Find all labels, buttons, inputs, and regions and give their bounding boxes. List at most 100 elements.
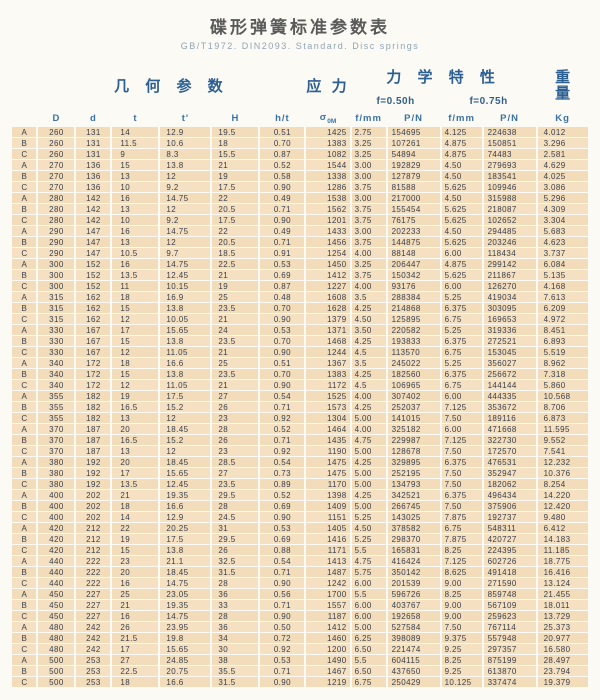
table-cell: 12.9 [160, 512, 211, 522]
table-cell: 28.497 [537, 655, 588, 665]
table-cell: 340 [38, 369, 75, 379]
table-cell: 4.5 [351, 380, 386, 390]
table-cell: 3.75 [351, 182, 386, 192]
table-cell: 9.375 [441, 633, 482, 643]
table-cell: 14.75 [160, 259, 211, 269]
table-cell: 260 [38, 127, 75, 137]
table-cell: 315988 [483, 193, 536, 203]
table-cell: 1151 [306, 512, 350, 522]
table-cell: 21.1 [160, 556, 211, 566]
table-cell: 0.69 [260, 270, 305, 280]
table-cell: 0.90 [260, 215, 305, 225]
table-cell: 18 [112, 677, 159, 687]
table-cell: 1398 [306, 490, 350, 500]
table-cell: 4.25 [351, 369, 386, 379]
table-cell: 20.5 [212, 204, 259, 214]
table-cell: 0.52 [260, 424, 305, 434]
table-cell: C [12, 545, 37, 555]
table-cell: 11.595 [537, 424, 588, 434]
table-cell: 400 [38, 512, 75, 522]
table-cell: 17.5 [212, 182, 259, 192]
table-cell: 1700 [306, 589, 350, 599]
table-row: B 440 222 20 18.45 31.5 0.71 1487 5.75 350142 8.62… [12, 567, 588, 577]
table-cell: 398089 [387, 633, 440, 643]
table-cell: 26 [212, 402, 259, 412]
table-cell: 1544 [306, 160, 350, 170]
table-cell: 16 [112, 193, 159, 203]
table-cell: A [12, 523, 37, 533]
table-cell: 290 [38, 248, 75, 258]
table-cell: 10.6 [160, 138, 211, 148]
table-cell: 141015 [387, 413, 440, 423]
table-cell: 6.375 [441, 369, 482, 379]
table-cell: 15.65 [160, 468, 211, 478]
table-cell: 144144 [483, 380, 536, 390]
table-cell: B [12, 204, 37, 214]
table-cell: 5.00 [351, 479, 386, 489]
header-geometry: 几 何 参 数 [114, 78, 229, 95]
table-cell: C [12, 644, 37, 654]
table-cell: 4.012 [537, 127, 588, 137]
table-cell: 12.232 [537, 457, 588, 467]
table-cell: 1467 [306, 666, 350, 676]
table-cell: 14.220 [537, 490, 588, 500]
table-cell: 0.72 [260, 633, 305, 643]
table-cell: 1460 [306, 633, 350, 643]
table-cell: 1475 [306, 468, 350, 478]
table-cell: 10.568 [537, 391, 588, 401]
table-cell: 14.75 [160, 226, 211, 236]
table-cell: 5.00 [351, 622, 386, 632]
table-cell: 182 [76, 391, 111, 401]
table-cell: 602726 [483, 556, 536, 566]
table-cell: 0.52 [260, 490, 305, 500]
table-cell: 3.75 [351, 204, 386, 214]
table-cell: 5.625 [441, 182, 482, 192]
table-cell: 315 [38, 292, 75, 302]
table-cell: 167 [76, 347, 111, 357]
table-cell: C [12, 479, 37, 489]
table-row: A 420 212 22 20.25 31 0.53 1405 4.50 378582 6.75 54… [12, 523, 588, 533]
table-cell: 6.375 [441, 303, 482, 313]
table-cell: 337474 [483, 677, 536, 687]
table-row: C 340 172 12 11.05 21 0.90 1172 4.5 106965 6.75 144… [12, 380, 588, 390]
table-cell: 500 [38, 655, 75, 665]
table-cell: 767114 [483, 622, 536, 632]
table-cell: 7.875 [441, 534, 482, 544]
table-cell: 20 [112, 567, 159, 577]
table-cell: 3.304 [537, 215, 588, 225]
table-cell: 8.706 [537, 402, 588, 412]
table-row: C 315 162 12 10.05 21 0.90 1379 4.50 125895 6.75 16… [12, 314, 588, 324]
table-cell: 350142 [387, 567, 440, 577]
table-cell: 193833 [387, 336, 440, 346]
table-cell: 3.5 [351, 358, 386, 368]
table-cell: 23.5 [212, 303, 259, 313]
table-cell: 340 [38, 358, 75, 368]
table-cell: 17.5 [212, 215, 259, 225]
table-cell: 12.45 [160, 479, 211, 489]
table-cell: 182 [76, 413, 111, 423]
table-cell: C [12, 578, 37, 588]
table-cell: 214868 [387, 303, 440, 313]
table-cell: A [12, 556, 37, 566]
table-cell: 18.011 [537, 600, 588, 610]
table-cell: 31.5 [212, 567, 259, 577]
table-cell: 6.50 [351, 666, 386, 676]
page-title: 碟形弹簧标准参数表 [210, 18, 390, 37]
table-cell: 1304 [306, 413, 350, 423]
table-cell: 1413 [306, 556, 350, 566]
table-cell: 118434 [483, 248, 536, 258]
table-cell: 147 [76, 226, 111, 236]
table-cell: 7.50 [441, 622, 482, 632]
table-cell: 0.90 [260, 611, 305, 621]
table-row: A 330 167 17 15.65 24 0.53 1371 3.50 220582 5.25 31… [12, 325, 588, 335]
table-cell: 187 [76, 446, 111, 456]
table-cell: 290 [38, 226, 75, 236]
table-cell: 6.75 [441, 523, 482, 533]
table-cell: 1573 [306, 402, 350, 412]
table-row: B 355 182 16.5 15.2 26 0.71 1573 4.25 252037 7.125… [12, 402, 588, 412]
table-cell: 4.125 [441, 127, 482, 137]
table-cell: 5.25 [441, 292, 482, 302]
table-cell: 290 [38, 237, 75, 247]
table-cell: 4.50 [441, 226, 482, 236]
table-cell: 125895 [387, 314, 440, 324]
